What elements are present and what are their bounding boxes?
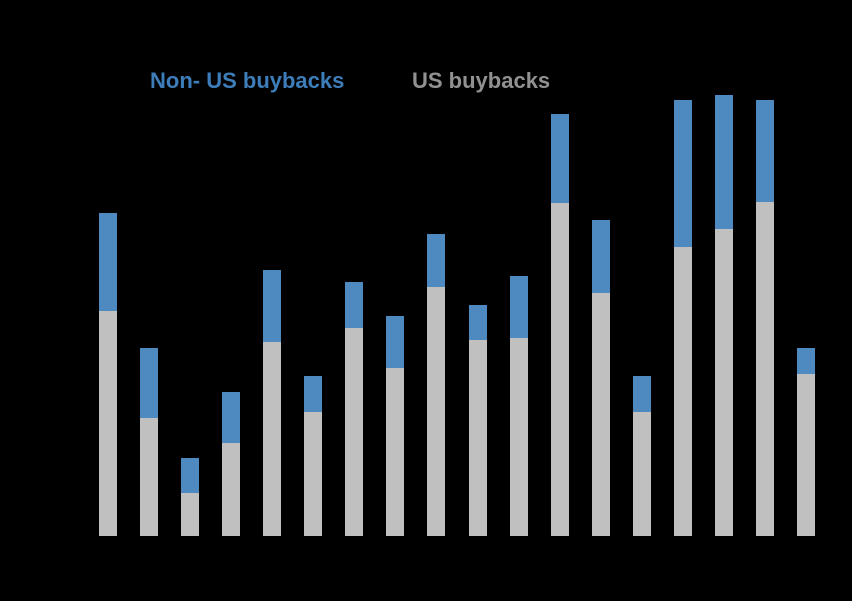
us-buybacks-bar-segment	[345, 328, 363, 536]
us-buybacks-bar-segment	[386, 368, 404, 536]
us-buybacks-bar-segment	[510, 338, 528, 536]
non-us-buybacks-bar-segment	[797, 348, 815, 374]
us-buybacks-bar-segment	[222, 443, 240, 536]
non-us-buybacks-bar-segment	[715, 95, 733, 229]
non-us-buybacks-bar-segment	[756, 100, 774, 202]
us-buybacks-bar-segment	[674, 247, 692, 536]
us-buybacks-bar-segment	[469, 340, 487, 536]
us-buybacks-bar-segment	[140, 418, 158, 536]
us-buybacks-bar-segment	[551, 203, 569, 536]
non-us-buybacks-bar-segment	[304, 376, 322, 412]
non-us-buybacks-bar-segment	[510, 276, 528, 338]
non-us-buybacks-bar-segment	[427, 234, 445, 287]
non-us-buybacks-bar-segment	[674, 100, 692, 247]
us-buybacks-bar-segment	[715, 229, 733, 536]
non-us-buybacks-bar-segment	[633, 376, 651, 412]
us-buybacks-bar-segment	[592, 293, 610, 536]
non-us-buybacks-bar-segment	[469, 305, 487, 340]
us-buybacks-bar-segment	[304, 412, 322, 536]
non-us-buybacks-bar-segment	[386, 316, 404, 368]
us-buybacks-bar-segment	[756, 202, 774, 536]
us-buybacks-bar-segment	[181, 493, 199, 536]
non-us-buybacks-bar-segment	[592, 220, 610, 293]
legend-label-us-buybacks: US buybacks	[412, 68, 551, 93]
non-us-buybacks-bar-segment	[263, 270, 281, 342]
non-us-buybacks-bar-segment	[140, 348, 158, 418]
non-us-buybacks-bar-segment	[181, 458, 199, 493]
us-buybacks-bar-segment	[427, 287, 445, 536]
us-buybacks-bar-segment	[263, 342, 281, 536]
us-buybacks-bar-segment	[633, 412, 651, 536]
us-buybacks-bar-segment	[99, 311, 117, 536]
us-buybacks-bar-segment	[797, 374, 815, 536]
non-us-buybacks-bar-segment	[222, 392, 240, 443]
non-us-buybacks-bar-segment	[345, 282, 363, 328]
non-us-buybacks-bar-segment	[551, 114, 569, 203]
non-us-buybacks-bar-segment	[99, 213, 117, 311]
legend-label-non-us-buybacks: Non- US buybacks	[150, 68, 345, 93]
